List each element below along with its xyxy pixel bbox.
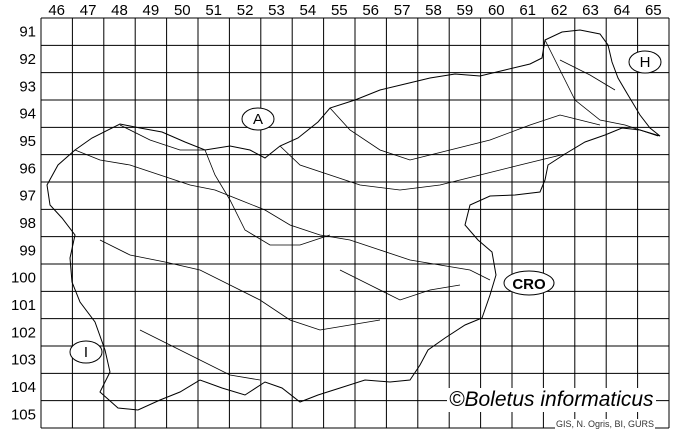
- row-label: 99: [19, 242, 36, 259]
- country-border: [46, 29, 661, 411]
- row-label: 100: [11, 270, 36, 287]
- column-label: 46: [48, 2, 65, 19]
- column-label: 59: [457, 2, 474, 19]
- copyright-text: ©Boletus informaticus: [447, 388, 656, 412]
- credit-text: GIS, N. Ogris, BI, GURS: [555, 419, 656, 429]
- column-label: 55: [331, 2, 348, 19]
- row-label: 96: [19, 160, 36, 177]
- label-italy: I: [84, 344, 88, 361]
- column-label: 48: [111, 2, 128, 19]
- column-label: 52: [237, 2, 254, 19]
- row-labels: 91 92 93 94 95 96 97 98 99 100 101 102 103 104 105: [11, 24, 36, 424]
- row-label: 93: [19, 78, 36, 95]
- column-label: 57: [394, 2, 411, 19]
- column-label: 47: [80, 2, 97, 19]
- row-label: 92: [19, 51, 36, 68]
- row-label: 94: [19, 106, 36, 123]
- column-label: 60: [488, 2, 505, 19]
- label-croatia: CRO: [512, 276, 546, 293]
- column-labels: 46 47 48 49 50 51 52 53 54 55 56 57 58 59 60 61 62 63 64 65: [48, 2, 661, 19]
- row-label: 95: [19, 133, 36, 150]
- row-label: 105: [11, 406, 36, 423]
- column-label: 64: [614, 2, 631, 19]
- row-label: 101: [11, 297, 36, 314]
- column-label: 51: [205, 2, 222, 19]
- label-austria: A: [253, 111, 263, 128]
- column-label: 63: [582, 2, 599, 19]
- column-label: 54: [300, 2, 317, 19]
- map-grid: [40, 17, 670, 429]
- row-label: 102: [11, 324, 36, 341]
- column-label: 65: [645, 2, 662, 19]
- row-label: 98: [19, 215, 36, 232]
- country-labels: A H CRO I: [69, 50, 662, 364]
- column-label: 58: [425, 2, 442, 19]
- column-label: 53: [268, 2, 285, 19]
- row-label: 103: [11, 352, 36, 369]
- column-label: 49: [143, 2, 160, 19]
- column-label: 56: [362, 2, 379, 19]
- row-label: 97: [19, 188, 36, 205]
- label-hungary: H: [640, 54, 651, 71]
- row-label: 91: [19, 24, 36, 41]
- column-label: 50: [174, 2, 191, 19]
- column-label: 61: [519, 2, 536, 19]
- rivers: [74, 39, 659, 381]
- column-label: 62: [551, 2, 568, 19]
- row-label: 104: [11, 379, 36, 396]
